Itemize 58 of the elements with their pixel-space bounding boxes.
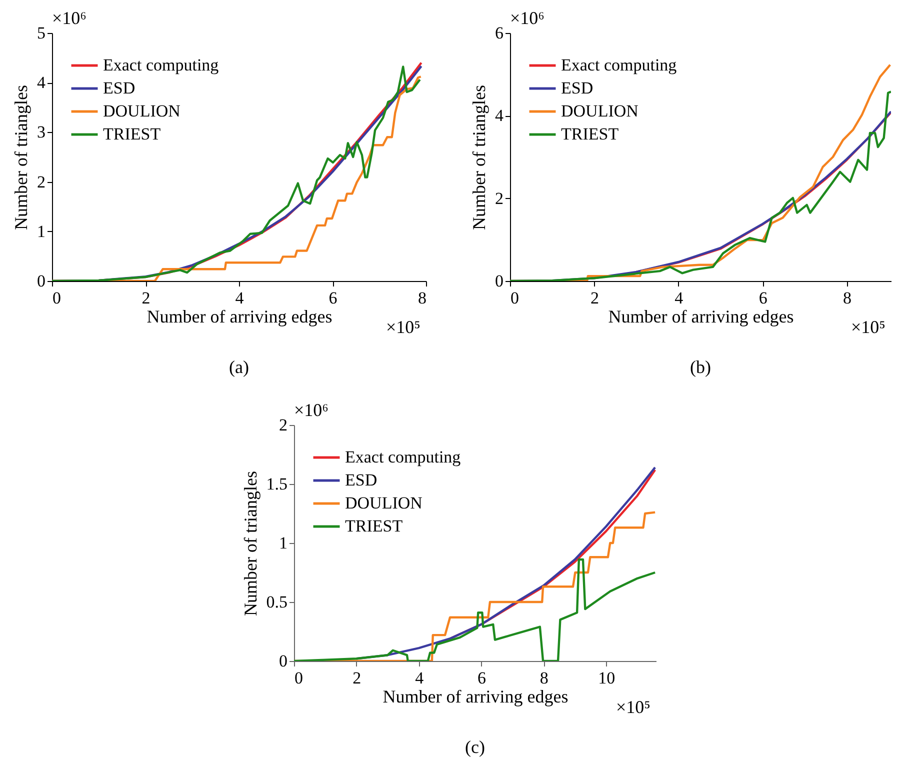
legend-label: Exact computing — [103, 56, 220, 74]
x-tick-label: 2 — [142, 288, 150, 308]
y-tick-label: 6 — [495, 24, 504, 42]
y-axis-title: Number of triangles — [469, 85, 489, 230]
text: ×10⁵ — [616, 697, 650, 717]
y-tick-label: 2 — [37, 172, 46, 192]
x-tick-label: 4 — [415, 668, 424, 688]
text: (b) — [690, 357, 711, 377]
text: (c) — [465, 737, 485, 757]
x-tick-label: 8 — [843, 288, 852, 308]
y-tick-label: 0 — [495, 272, 504, 290]
x-tick-label: 2 — [590, 288, 599, 308]
x-tick-label: 8 — [540, 668, 548, 688]
legend-label: TRIEST — [561, 124, 620, 144]
y-tick-label: 2 — [279, 416, 288, 434]
legend-label: DOULION — [345, 494, 422, 512]
y-tick-label: 3 — [37, 122, 46, 142]
x-tick-label: 6 — [477, 668, 486, 688]
x-tick-label: 4 — [235, 288, 244, 308]
x-tick-label: 4 — [674, 288, 684, 308]
y-axis-title: Number of triangles — [11, 85, 31, 230]
y-tick-label: 1.5 — [266, 474, 288, 494]
legend-label: ESD — [103, 78, 136, 98]
text: (a) — [229, 357, 249, 377]
y-tick-label: 0.5 — [266, 592, 288, 612]
legend-label: DOULION — [561, 102, 638, 120]
text: ×10⁶ — [52, 8, 86, 28]
text: ×10⁵ — [851, 317, 886, 337]
y-tick-label: 2 — [495, 188, 504, 208]
y-tick-label: 1 — [37, 222, 46, 241]
text: ×10⁶ — [510, 8, 544, 28]
y-tick-label: 4 — [495, 106, 504, 126]
x-tick-label: 6 — [328, 288, 338, 308]
legend-label: DOULION — [103, 102, 180, 120]
y-tick-label: 1 — [279, 534, 288, 552]
y-tick-label: 4 — [37, 73, 46, 92]
y-tick-label: 0 — [279, 652, 288, 670]
x-tick-label: 0 — [510, 288, 519, 308]
x-tick-label: 10 — [598, 668, 616, 688]
legend-label: TRIEST — [345, 516, 404, 536]
y-axis-title: Number of triangles — [240, 471, 260, 616]
legend-label: Exact computing — [561, 56, 678, 74]
x-axis-title: Number of arriving edges — [608, 306, 794, 326]
x-axis-title: Number of arriving edges — [382, 686, 568, 706]
y-tick-label: 0 — [37, 272, 46, 290]
legend-label: TRIEST — [103, 124, 162, 144]
x-tick-label: 0 — [294, 668, 303, 688]
x-tick-label: 0 — [52, 288, 61, 308]
text: ×10⁵ — [386, 317, 420, 337]
x-tick-label: 8 — [418, 288, 426, 308]
x-axis-title: Number of arriving edges — [146, 306, 332, 326]
legend-label: ESD — [561, 78, 594, 98]
y-tick-label: 5 — [37, 24, 46, 42]
text: ×10⁶ — [294, 400, 328, 420]
legend-label: Exact computing — [345, 448, 462, 466]
x-tick-label: 6 — [758, 288, 768, 308]
legend-label: ESD — [345, 470, 378, 490]
x-tick-label: 2 — [352, 668, 362, 688]
